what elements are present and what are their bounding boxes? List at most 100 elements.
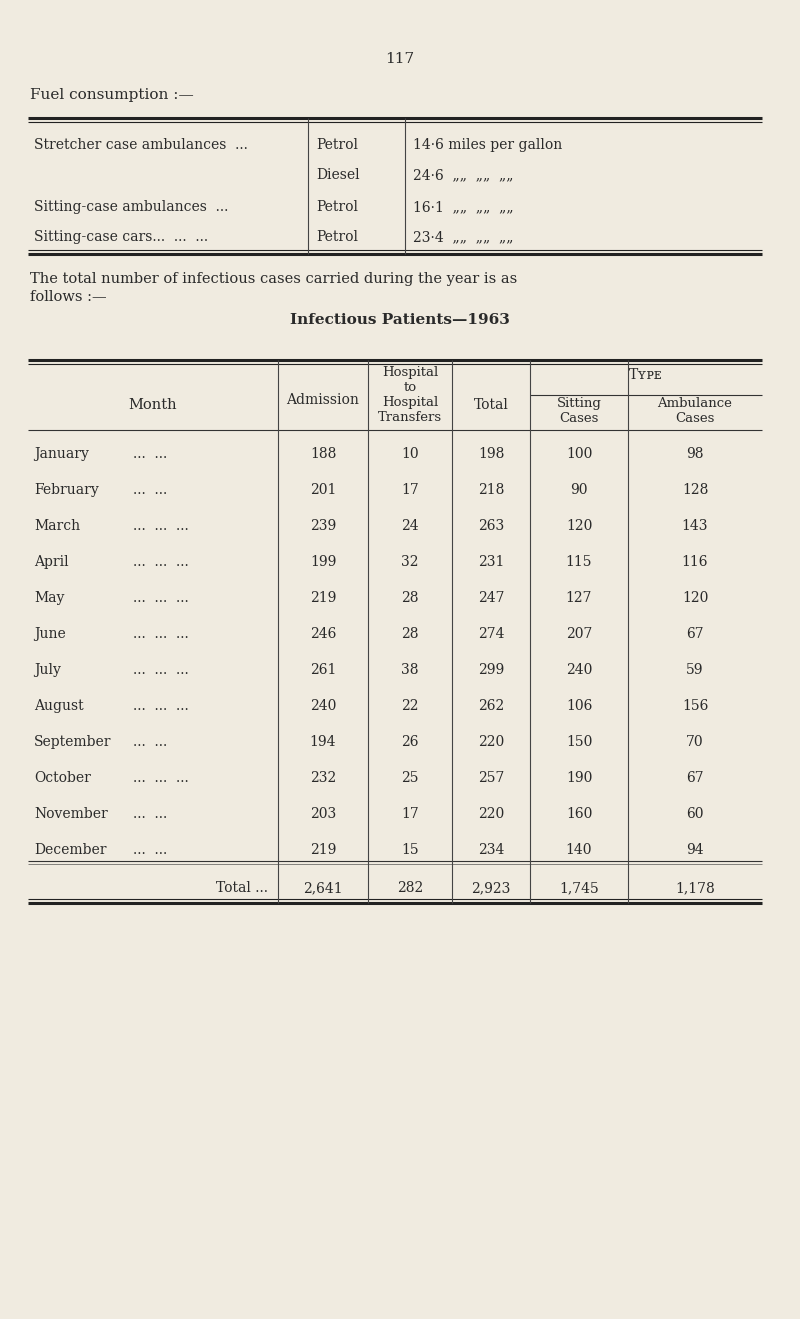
Text: February: February	[34, 483, 98, 497]
Text: 240: 240	[310, 699, 336, 714]
Text: ...  ...  ...: ... ... ...	[133, 627, 189, 641]
Text: 219: 219	[310, 843, 336, 857]
Text: ...  ...  ...: ... ... ...	[133, 518, 189, 533]
Text: 106: 106	[566, 699, 592, 714]
Text: Tʏᴘᴇ: Tʏᴘᴇ	[629, 368, 663, 383]
Text: 201: 201	[310, 483, 336, 497]
Text: 160: 160	[566, 807, 592, 820]
Text: ...  ...: ... ...	[133, 447, 167, 462]
Text: 17: 17	[401, 807, 419, 820]
Text: ...  ...: ... ...	[133, 483, 167, 497]
Text: 115: 115	[566, 555, 592, 568]
Text: 207: 207	[566, 627, 592, 641]
Text: 2,923: 2,923	[471, 881, 510, 896]
Text: 67: 67	[686, 772, 704, 785]
Text: 98: 98	[686, 447, 704, 462]
Text: 16·1  „„  „„  „„: 16·1 „„ „„ „„	[413, 200, 514, 214]
Text: 232: 232	[310, 772, 336, 785]
Text: 90: 90	[570, 483, 588, 497]
Text: 218: 218	[478, 483, 504, 497]
Text: November: November	[34, 807, 108, 820]
Text: 25: 25	[402, 772, 418, 785]
Text: 28: 28	[402, 591, 418, 605]
Text: 120: 120	[682, 591, 708, 605]
Text: 127: 127	[566, 591, 592, 605]
Text: 1,178: 1,178	[675, 881, 715, 896]
Text: September: September	[34, 735, 111, 749]
Text: 220: 220	[478, 807, 504, 820]
Text: 17: 17	[401, 483, 419, 497]
Text: 188: 188	[310, 447, 336, 462]
Text: 257: 257	[478, 772, 504, 785]
Text: 60: 60	[686, 807, 704, 820]
Text: 67: 67	[686, 627, 704, 641]
Text: 156: 156	[682, 699, 708, 714]
Text: ...  ...: ... ...	[133, 843, 167, 857]
Text: 24·6  „„  „„  „„: 24·6 „„ „„ „„	[413, 168, 514, 182]
Text: Petrol: Petrol	[316, 230, 358, 244]
Text: Sitting
Cases: Sitting Cases	[557, 397, 602, 425]
Text: 143: 143	[682, 518, 708, 533]
Text: 26: 26	[402, 735, 418, 749]
Text: March: March	[34, 518, 80, 533]
Text: Total ...: Total ...	[216, 881, 268, 896]
Text: 70: 70	[686, 735, 704, 749]
Text: 231: 231	[478, 555, 504, 568]
Text: 28: 28	[402, 627, 418, 641]
Text: 220: 220	[478, 735, 504, 749]
Text: Month: Month	[129, 398, 178, 412]
Text: 274: 274	[478, 627, 504, 641]
Text: 128: 128	[682, 483, 708, 497]
Text: December: December	[34, 843, 106, 857]
Text: 10: 10	[401, 447, 419, 462]
Text: 94: 94	[686, 843, 704, 857]
Text: 15: 15	[401, 843, 419, 857]
Text: Total: Total	[474, 398, 509, 412]
Text: Sitting-case ambulances  ...: Sitting-case ambulances ...	[34, 200, 228, 214]
Text: January: January	[34, 447, 89, 462]
Text: 194: 194	[310, 735, 336, 749]
Text: 190: 190	[566, 772, 592, 785]
Text: 117: 117	[386, 51, 414, 66]
Text: 282: 282	[397, 881, 423, 896]
Text: 140: 140	[566, 843, 592, 857]
Text: 1,745: 1,745	[559, 881, 599, 896]
Text: Infectious Patients—1963: Infectious Patients—1963	[290, 313, 510, 327]
Text: Ambulance
Cases: Ambulance Cases	[658, 397, 733, 425]
Text: Petrol: Petrol	[316, 200, 358, 214]
Text: July: July	[34, 663, 61, 677]
Text: Stretcher case ambulances  ...: Stretcher case ambulances ...	[34, 138, 248, 152]
Text: ...  ...: ... ...	[133, 735, 167, 749]
Text: 239: 239	[310, 518, 336, 533]
Text: Diesel: Diesel	[316, 168, 360, 182]
Text: 2,641: 2,641	[303, 881, 343, 896]
Text: 14·6 miles per gallon: 14·6 miles per gallon	[413, 138, 562, 152]
Text: April: April	[34, 555, 69, 568]
Text: Sitting-case cars...  ...  ...: Sitting-case cars... ... ...	[34, 230, 208, 244]
Text: 23·4  „„  „„  „„: 23·4 „„ „„ „„	[413, 230, 514, 244]
Text: Hospital
to
Hospital
Transfers: Hospital to Hospital Transfers	[378, 365, 442, 423]
Text: October: October	[34, 772, 91, 785]
Text: ...  ...  ...: ... ... ...	[133, 591, 189, 605]
Text: 22: 22	[402, 699, 418, 714]
Text: 198: 198	[478, 447, 504, 462]
Text: August: August	[34, 699, 84, 714]
Text: 116: 116	[682, 555, 708, 568]
Text: 234: 234	[478, 843, 504, 857]
Text: 240: 240	[566, 663, 592, 677]
Text: 246: 246	[310, 627, 336, 641]
Text: 100: 100	[566, 447, 592, 462]
Text: 299: 299	[478, 663, 504, 677]
Text: 219: 219	[310, 591, 336, 605]
Text: 199: 199	[310, 555, 336, 568]
Text: 120: 120	[566, 518, 592, 533]
Text: 263: 263	[478, 518, 504, 533]
Text: May: May	[34, 591, 64, 605]
Text: 24: 24	[401, 518, 419, 533]
Text: ...  ...  ...: ... ... ...	[133, 663, 189, 677]
Text: Admission: Admission	[286, 393, 359, 408]
Text: June: June	[34, 627, 66, 641]
Text: ...  ...: ... ...	[133, 807, 167, 820]
Text: The total number of infectious cases carried during the year is as: The total number of infectious cases car…	[30, 272, 518, 286]
Text: Fuel consumption :—: Fuel consumption :—	[30, 88, 194, 102]
